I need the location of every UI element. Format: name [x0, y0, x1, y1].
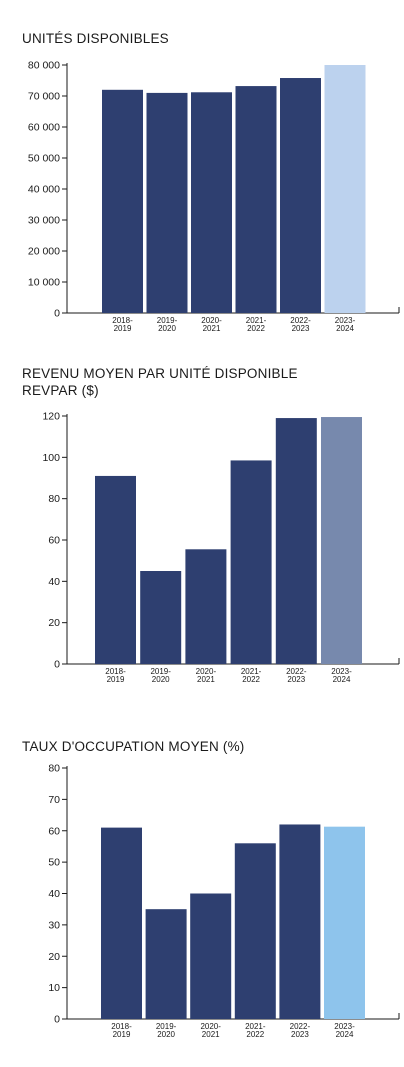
y-tick-label: 100	[42, 452, 60, 464]
y-tick-label: 80	[48, 763, 60, 775]
x-tick-label: 2018-	[105, 667, 126, 676]
y-tick-label: 0	[54, 659, 60, 671]
x-tick-label: 2018-	[111, 1022, 132, 1031]
x-tick-label: 2023-	[334, 1022, 355, 1031]
bar	[145, 909, 187, 1019]
bar	[234, 843, 276, 1019]
x-tick-label: 2020-	[201, 316, 222, 325]
x-tick-label: 2021-	[241, 667, 262, 676]
chart-title: TAUX D'OCCUPATION MOYEN (%)	[22, 739, 245, 754]
bar	[230, 460, 272, 664]
x-tick-label: 2020	[158, 324, 176, 333]
y-tick-label: 80	[48, 493, 60, 505]
x-tick-label: 2024	[336, 324, 354, 333]
x-tick-label: 2024	[333, 675, 351, 684]
bar	[102, 89, 143, 313]
x-tick-label: 2022-	[290, 1022, 311, 1031]
chart-revpar: REVENU MOYEN PAR UNITÉ DISPONIBLE REVPAR…	[22, 366, 400, 684]
y-tick-label: 10 000	[28, 277, 60, 289]
x-tick-label: 2022	[246, 1030, 264, 1039]
y-tick-label: 80 000	[28, 60, 60, 72]
x-tick-label: 2018-	[112, 316, 133, 325]
x-tick-label: 2022	[247, 324, 265, 333]
y-tick-label: 40	[48, 888, 60, 900]
x-tick-label: 2019-	[150, 667, 171, 676]
bar	[235, 86, 277, 313]
x-tick-label: 2021-	[246, 316, 267, 325]
bar	[324, 65, 366, 313]
bar	[275, 418, 317, 664]
bar	[146, 92, 188, 314]
y-tick-label: 20	[48, 617, 60, 629]
x-tick-label: 2022-	[286, 667, 307, 676]
x-tick-label: 2019-	[157, 316, 178, 325]
y-tick-label: 60	[48, 535, 60, 547]
x-tick-label: 2023-	[331, 667, 352, 676]
x-tick-label: 2020	[157, 1030, 175, 1039]
x-tick-label: 2023	[287, 675, 305, 684]
bar	[190, 893, 232, 1019]
bar	[324, 826, 365, 1019]
y-tick-label: 60 000	[28, 122, 60, 134]
x-tick-label: 2020-	[196, 667, 217, 676]
y-tick-label: 40 000	[28, 184, 60, 196]
x-tick-label: 2019	[113, 1030, 131, 1039]
chart-plot: 0 10 000 20 000 30 000 40 000 50 000 60 000 70 …	[28, 60, 400, 333]
bar	[280, 78, 321, 314]
bar	[140, 571, 182, 664]
bar	[185, 549, 227, 664]
y-tick-label: 0	[54, 1014, 60, 1026]
y-tick-label: 30	[48, 919, 60, 931]
y-tick-label: 30 000	[28, 215, 60, 227]
y-tick-label: 20	[48, 951, 60, 963]
bar	[321, 417, 362, 664]
x-tick-label: 2022	[242, 675, 260, 684]
y-tick-label: 120	[42, 411, 60, 423]
bar	[95, 475, 136, 664]
y-tick-label: 70	[48, 794, 60, 806]
x-tick-label: 2021	[197, 675, 215, 684]
y-tick-label: 40	[48, 576, 60, 588]
bar	[191, 92, 232, 313]
x-tick-label: 2022-	[290, 316, 311, 325]
x-tick-label: 2024	[336, 1030, 354, 1039]
x-tick-label: 2021	[202, 1030, 220, 1039]
x-tick-label: 2019	[114, 324, 132, 333]
y-tick-label: 10	[48, 982, 60, 994]
y-tick-label: 0	[54, 308, 60, 320]
x-tick-label: 2023	[291, 1030, 309, 1039]
y-tick-label: 20 000	[28, 246, 60, 258]
y-tick-label: 60	[48, 825, 60, 837]
chart-available-units: UNITÉS DISPONIBLES 0 10 000 20 000 30 000 40…	[0, 0, 404, 340]
x-tick-label: 2021	[203, 324, 221, 333]
bar	[279, 824, 321, 1019]
y-tick-label: 50	[48, 857, 60, 869]
y-tick-label: 70 000	[28, 91, 60, 103]
y-tick-label: 50 000	[28, 153, 60, 165]
x-tick-label: 2020-	[200, 1022, 221, 1031]
chart-title: UNITÉS DISPONIBLES	[22, 31, 169, 46]
x-tick-label: 2019-	[156, 1022, 177, 1031]
x-tick-label: 2020	[152, 675, 170, 684]
chart-title: REVENU MOYEN PAR UNITÉ DISPONIBLE REVPAR…	[22, 366, 298, 398]
x-tick-label: 2019	[107, 675, 125, 684]
chart-plot: 0204060801001202018-20192019-20202020-20…	[42, 411, 400, 684]
bar	[101, 827, 142, 1019]
x-tick-label: 2023	[292, 324, 310, 333]
x-tick-label: 2023-	[335, 316, 356, 325]
x-tick-label: 2021-	[245, 1022, 266, 1031]
